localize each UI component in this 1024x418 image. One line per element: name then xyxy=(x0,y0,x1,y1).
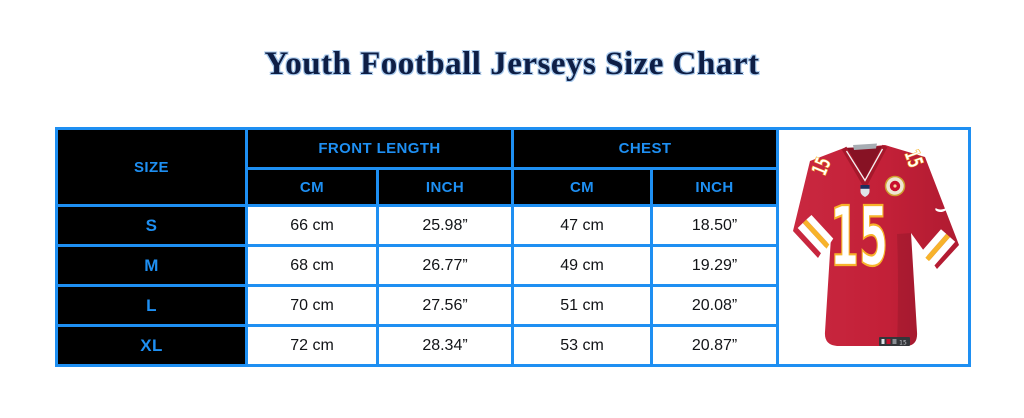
value-cell: 66 cm xyxy=(245,204,379,247)
value-cell: 26.77” xyxy=(375,244,515,287)
size-label-s: S xyxy=(55,204,248,247)
subheader-chest-inch: INCH xyxy=(650,167,780,207)
value-cell: 49 cm xyxy=(511,244,654,287)
table-row-xl: XL 72 cm 28.34” 53 cm 20.87” xyxy=(55,324,970,367)
value-cell: 20.87” xyxy=(650,324,780,367)
jersey-graphic: 15 15 15 xyxy=(793,143,960,346)
nfl-shield-icon xyxy=(860,184,870,197)
subheader-front-cm: CM xyxy=(245,167,379,207)
collar-trim xyxy=(845,148,884,182)
size-label-xl: XL xyxy=(55,324,248,367)
value-cell: 28.34” xyxy=(375,324,515,367)
team-crest-icon xyxy=(884,175,906,196)
value-cell: 51 cm xyxy=(511,284,654,327)
size-chart-table: SIZE FRONT LENGTH CHEST xyxy=(55,127,972,367)
value-cell: 18.50” xyxy=(650,204,780,247)
subheader-chest-cm: CM xyxy=(511,167,654,207)
jersey-shading xyxy=(897,232,918,346)
subheader-row: CM INCH CM INCH xyxy=(57,167,970,207)
table-row-m: M 68 cm 26.77” 49 cm 19.29” xyxy=(55,244,970,287)
jock-tag-number: 15 xyxy=(899,339,907,346)
value-cell: 53 cm xyxy=(511,324,654,367)
collar-opening xyxy=(844,145,886,184)
left-sleeve-stripes xyxy=(797,214,836,254)
page-title: Youth Football Jerseys Size Chart xyxy=(264,46,760,82)
header-chest: CHEST xyxy=(511,127,780,170)
jersey-body xyxy=(793,144,960,346)
value-cell: 70 cm xyxy=(245,284,379,327)
header-front-length: FRONT LENGTH xyxy=(244,127,515,170)
jock-tag: 15 xyxy=(879,336,911,346)
size-label-l: L xyxy=(55,284,248,327)
value-cell: 27.56” xyxy=(375,284,515,327)
subheader-front-inch: INCH xyxy=(375,167,515,207)
chest-number: 15 xyxy=(830,190,888,285)
value-cell: 72 cm xyxy=(245,324,379,367)
right-sleeve-stripes xyxy=(920,228,956,266)
table-row-l: L 70 cm 27.56” 51 cm 20.08” xyxy=(55,284,970,327)
size-label-m: M xyxy=(55,244,248,287)
header-size: SIZE xyxy=(55,127,248,207)
value-cell: 47 cm xyxy=(511,204,654,247)
value-cell: 19.29” xyxy=(650,244,780,287)
value-cell: 25.98” xyxy=(375,204,515,247)
table-row-s: S 66 cm 25.98” 47 cm 18.50” xyxy=(55,204,970,247)
value-cell: 20.08” xyxy=(650,284,780,327)
swoosh-icon xyxy=(935,203,952,212)
jersey-product-image: 15 15 15 xyxy=(776,127,972,367)
header-group-row: SIZE FRONT LENGTH CHEST xyxy=(55,127,972,367)
collar-back-strip xyxy=(853,143,878,150)
value-cell: 68 cm xyxy=(245,244,379,287)
collar-band xyxy=(841,144,888,190)
